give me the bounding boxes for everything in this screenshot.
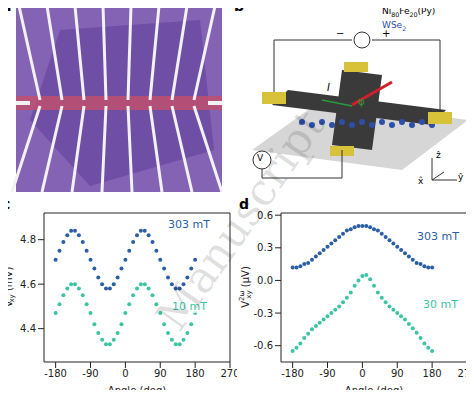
svg-text:0.6: 0.6 <box>257 210 273 221</box>
svg-text:-0.6: -0.6 <box>253 340 273 351</box>
svg-text:Angle (deg): Angle (deg) <box>345 385 403 390</box>
svg-text:0.3: 0.3 <box>257 242 273 253</box>
svg-text:4.8: 4.8 <box>20 234 36 245</box>
svg-text:-90: -90 <box>82 368 98 379</box>
svg-text:-180: -180 <box>44 368 67 379</box>
svg-text:4.6: 4.6 <box>20 279 36 290</box>
svg-text:90: 90 <box>391 368 404 379</box>
svg-text:270: 270 <box>220 368 237 379</box>
svg-text:0.0: 0.0 <box>257 275 273 286</box>
svg-text:Angle (deg): Angle (deg) <box>108 385 166 390</box>
svg-text:270: 270 <box>457 368 466 379</box>
svg-text:0: 0 <box>122 368 128 379</box>
svg-text:-0.3: -0.3 <box>253 308 273 319</box>
svg-text:-180: -180 <box>281 368 304 379</box>
svg-text:90: 90 <box>154 368 167 379</box>
svg-text:180: 180 <box>423 368 442 379</box>
svg-text:-90: -90 <box>319 368 335 379</box>
svg-text:0: 0 <box>359 368 365 379</box>
svg-text:180: 180 <box>186 368 205 379</box>
svg-text:4.4: 4.4 <box>20 323 36 334</box>
